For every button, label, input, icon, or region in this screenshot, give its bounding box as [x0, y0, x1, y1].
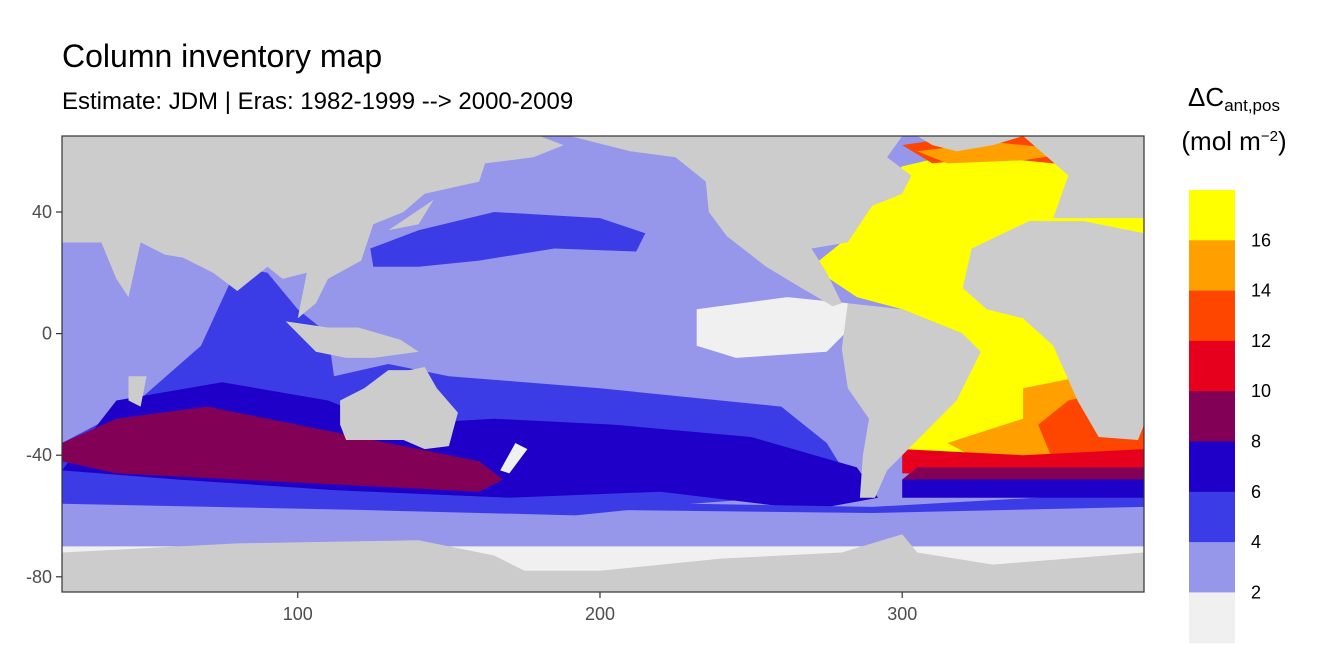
legend-swatch — [1189, 491, 1235, 543]
australia-land — [340, 367, 458, 450]
color-legend: 16 14 12 10 8 6 4 2 — [1189, 190, 1271, 644]
ocean-region-2-4-ring — [62, 503, 1144, 547]
eurasia-land — [62, 136, 564, 319]
x-tick-label: 200 — [585, 604, 615, 624]
legend-break-label: 14 — [1251, 281, 1271, 301]
europe-west-land — [1023, 136, 1144, 219]
legend-title-unit: (mol m−2) — [1174, 126, 1294, 157]
legend-break-label: 6 — [1251, 482, 1261, 502]
legend-swatch — [1189, 290, 1235, 342]
legend-swatch — [1189, 592, 1235, 644]
ocean-region-below-2-equatorial — [696, 297, 857, 358]
legend-break-label: 8 — [1251, 432, 1261, 452]
japan-land — [388, 199, 434, 231]
south-america-land — [841, 303, 981, 498]
legend-swatch — [1189, 190, 1235, 241]
y-tick-label: -40 — [26, 445, 52, 465]
antarctica-land — [62, 534, 1144, 592]
new-zealand-shape — [500, 443, 528, 474]
legend-swatch — [1189, 441, 1235, 493]
legend-swatch — [1189, 340, 1235, 392]
x-tick-label: 300 — [887, 604, 917, 624]
ocean-region-6-8-south-atlantic — [902, 479, 1144, 498]
legend-swatch — [1189, 542, 1235, 593]
legend-title-quantity: ΔCant,pos — [1174, 82, 1294, 116]
y-tick-label: 40 — [32, 202, 52, 222]
greenland-land — [917, 136, 1024, 152]
ocean-region-4-6-north-pacific — [370, 212, 646, 267]
ocean-region-8-10 — [62, 406, 504, 492]
continents — [62, 136, 1144, 592]
indonesia-land — [285, 321, 419, 358]
legend-break-label: 10 — [1251, 381, 1271, 401]
legend-unit-prefix: (mol m — [1181, 126, 1261, 156]
legend-swatch — [1189, 391, 1235, 442]
panel-border — [61, 135, 1145, 593]
map-panel — [61, 135, 1145, 593]
legend-break-label: 4 — [1251, 532, 1261, 552]
madagascar-land — [128, 376, 147, 407]
x-tick-label: 100 — [283, 604, 313, 624]
europe-land — [62, 196, 117, 243]
legend-break-label: 12 — [1251, 331, 1271, 351]
legend-title-subscript: ant,pos — [1224, 96, 1280, 115]
ocean-region-4-6-ring — [62, 485, 1144, 513]
legend-swatch — [1189, 240, 1235, 292]
legend-title: ΔCant,pos (mol m−2) — [1174, 82, 1294, 157]
africa-land — [962, 221, 1144, 440]
chart-subtitle: Estimate: JDM | Eras: 1982-1999 --> 2000… — [62, 88, 574, 115]
y-tick-label: 0 — [42, 324, 52, 344]
legend-title-main: ΔC — [1188, 82, 1225, 112]
legend-unit-suffix: ) — [1277, 126, 1287, 156]
ocean-region-8-10-south-atlantic — [902, 467, 1144, 483]
y-tick-label: -80 — [26, 567, 52, 587]
legend-break-label: 16 — [1251, 230, 1271, 250]
chart-title: Column inventory map — [62, 38, 383, 74]
north-america-land — [569, 136, 912, 307]
legend-unit-exponent: −2 — [1260, 128, 1278, 145]
legend-break-label: 2 — [1251, 582, 1261, 602]
